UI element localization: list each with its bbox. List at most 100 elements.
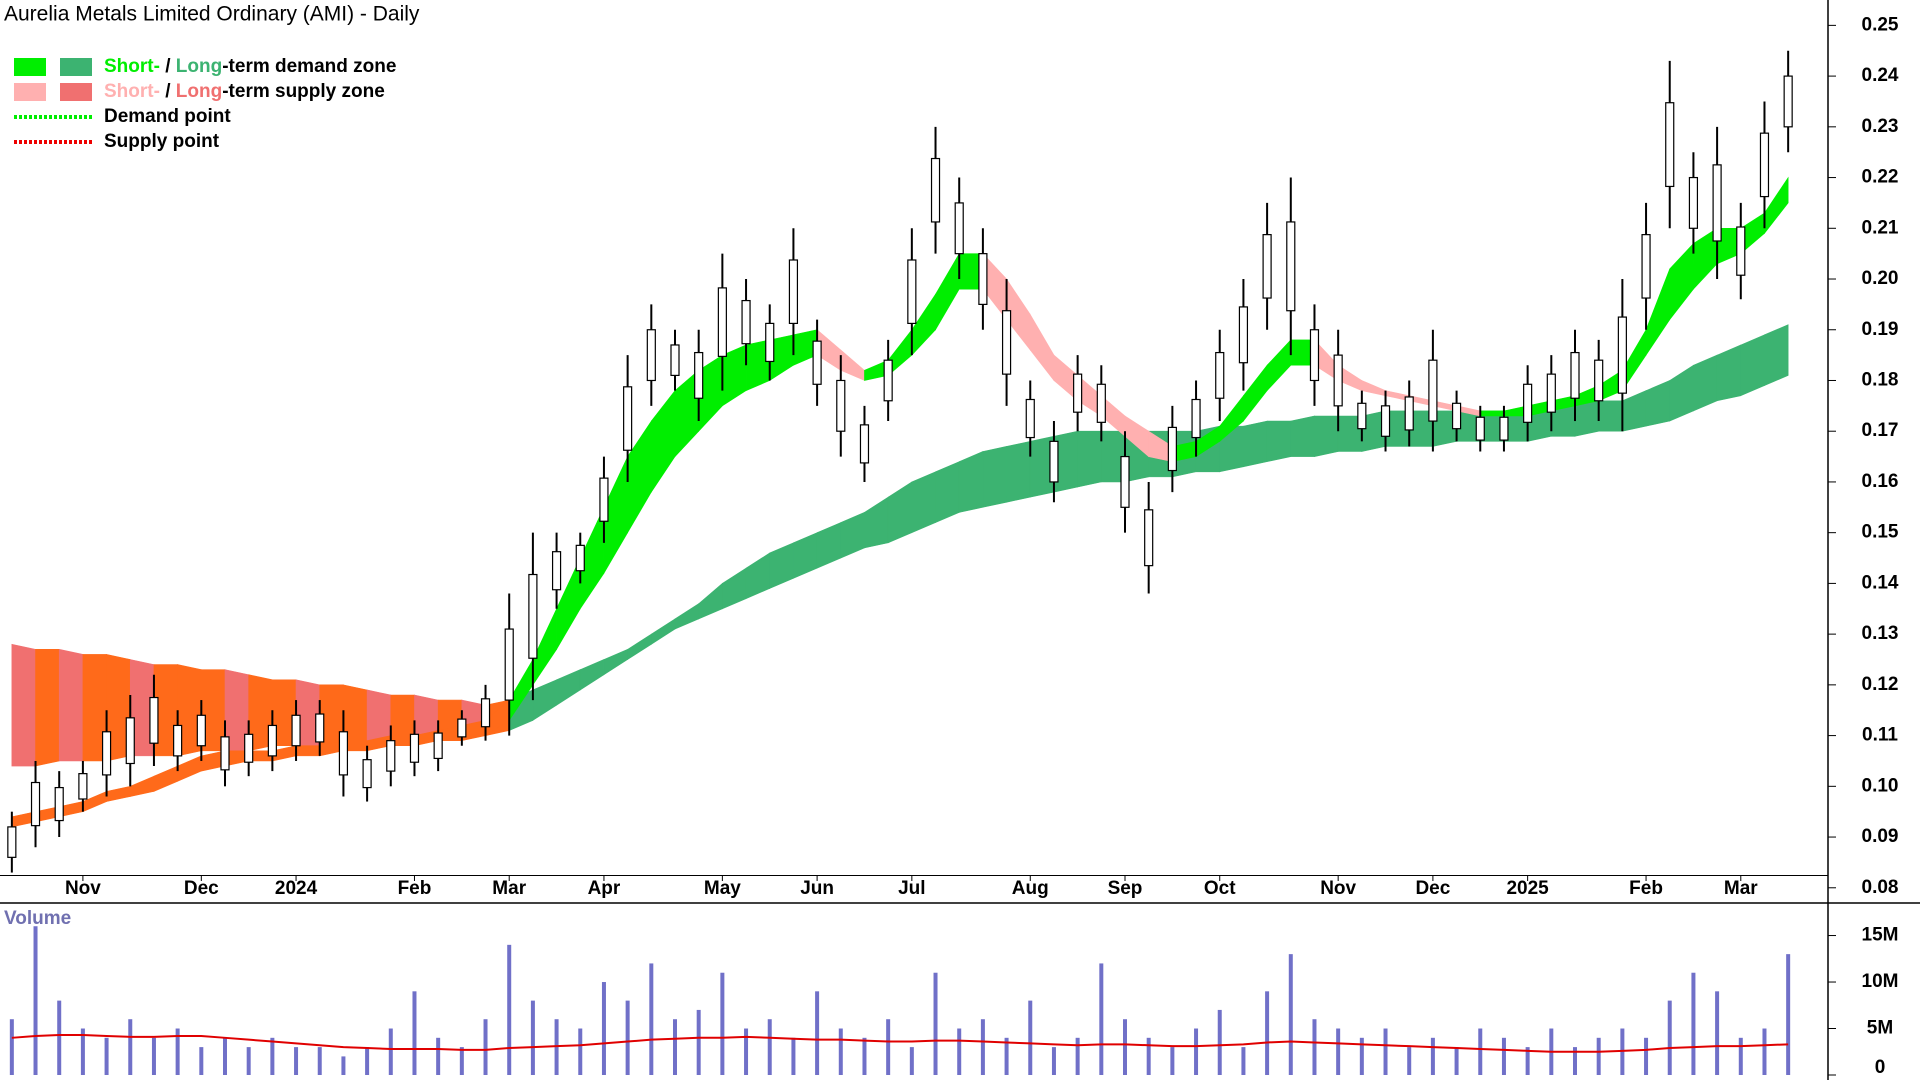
- y2-tick-label: 5M: [1867, 1018, 1893, 1039]
- long-term-zone: [1622, 390, 1647, 432]
- short-term-zone: [177, 755, 202, 782]
- long-term-zone: [1574, 400, 1599, 437]
- y2-tick-label: 10M: [1862, 971, 1899, 992]
- short-term-zone: [1243, 364, 1268, 422]
- price-body: [1783, 75, 1793, 128]
- volume-bar: [1667, 1000, 1672, 1075]
- long-term-zone: [769, 542, 794, 589]
- chart-title: Aurelia Metals Limited Ordinary (AMI) - …: [4, 3, 420, 26]
- price-body: [694, 351, 704, 399]
- volume-bar: [151, 1037, 156, 1075]
- volume-bar: [1051, 1047, 1056, 1075]
- volume-bar: [791, 1037, 796, 1075]
- volume-bar: [1644, 1037, 1649, 1075]
- y-tick-label: 0.25: [1862, 14, 1899, 35]
- volume-bar: [1407, 1047, 1412, 1075]
- volume-bar: [412, 991, 417, 1075]
- legend-label: Short- / Long-term demand zone: [104, 56, 396, 77]
- volume-bar: [80, 1028, 85, 1075]
- long-term-zone: [864, 496, 889, 549]
- price-body: [1167, 426, 1177, 472]
- short-term-zone: [840, 349, 865, 381]
- short-term-zone: [651, 389, 676, 494]
- price-body: [859, 424, 870, 464]
- x-tick-label: Feb: [398, 878, 432, 899]
- price-body: [575, 544, 585, 572]
- legend-text: /: [160, 81, 176, 102]
- price-body: [125, 717, 135, 765]
- price-body: [480, 698, 491, 728]
- price-body: [883, 359, 893, 402]
- price-body: [765, 322, 775, 363]
- price-body: [670, 344, 680, 377]
- volume-bar: [649, 963, 654, 1075]
- long-term-zone: [840, 511, 865, 559]
- price-body: [433, 732, 443, 760]
- volume-bar: [1265, 991, 1270, 1075]
- y-tick-label: 0.11: [1862, 725, 1898, 746]
- volume-bar: [862, 1037, 867, 1075]
- price-body: [1617, 316, 1627, 394]
- price-body: [907, 259, 917, 325]
- volume-bar: [341, 1056, 346, 1075]
- long-term-zone: [1266, 420, 1292, 463]
- x-tick-label: Aug: [1012, 878, 1049, 899]
- volume-bar: [673, 1019, 677, 1075]
- price-body: [1191, 398, 1201, 439]
- volume-bar: [1288, 954, 1293, 1075]
- volume-bar: [601, 982, 606, 1075]
- long-term-zone: [627, 633, 652, 661]
- short-term-zone: [153, 765, 178, 792]
- volume-bar: [625, 1000, 630, 1075]
- price-body: [717, 287, 727, 357]
- price-body: [1712, 164, 1722, 242]
- short-term-zone: [1479, 410, 1505, 417]
- price-body: [1073, 373, 1083, 413]
- volume-bar: [1336, 1028, 1341, 1075]
- long-term-zone: [1077, 430, 1102, 488]
- legend-text: /: [160, 56, 176, 77]
- price-body: [1001, 310, 1012, 375]
- x-tick-label: Jun: [800, 878, 834, 899]
- y-tick-label: 0.13: [1862, 623, 1899, 644]
- price-body: [1238, 306, 1249, 364]
- price-body: [599, 477, 609, 522]
- volume-bar: [1454, 1047, 1459, 1075]
- volume-bar: [246, 1047, 251, 1075]
- x-tick-label: Mar: [492, 878, 526, 899]
- price-body: [101, 731, 112, 776]
- volume-bar: [933, 972, 938, 1075]
- price-body: [54, 786, 64, 822]
- volume-bar: [1762, 1028, 1767, 1075]
- price-body: [30, 781, 41, 827]
- price-body: [741, 299, 751, 345]
- volume-bar: [104, 1037, 109, 1075]
- legend-swatch: [14, 58, 46, 76]
- long-term-zone: [579, 659, 605, 691]
- legend-label: Supply point: [104, 131, 220, 152]
- y2-tick-label: 15M: [1862, 925, 1899, 946]
- volume-bar: [294, 1047, 299, 1075]
- price-body: [1641, 234, 1651, 299]
- long-term-zone: [1598, 400, 1623, 432]
- long-term-zone: [1314, 415, 1339, 457]
- volume-bar: [223, 1037, 227, 1075]
- long-term-zone: [745, 552, 771, 600]
- volume-bar: [1146, 1037, 1151, 1075]
- price-body: [1570, 351, 1580, 399]
- short-term-zone: [1669, 242, 1694, 321]
- legend-label: Short- / Long-term supply zone: [104, 81, 385, 102]
- price-body: [1475, 416, 1485, 441]
- volume-bar: [1383, 1028, 1388, 1075]
- short-term-zone: [935, 252, 960, 331]
- price-body: [1120, 455, 1130, 508]
- price-body: [1428, 359, 1438, 422]
- price-body: [1262, 234, 1272, 299]
- price-body: [1144, 509, 1154, 567]
- long-term-zone: [58, 648, 84, 762]
- price-body: [457, 718, 467, 738]
- volume-bar: [957, 1028, 962, 1075]
- long-term-zone: [1290, 415, 1315, 457]
- long-term-zone: [793, 532, 818, 579]
- legend-text: Supply point: [104, 131, 220, 152]
